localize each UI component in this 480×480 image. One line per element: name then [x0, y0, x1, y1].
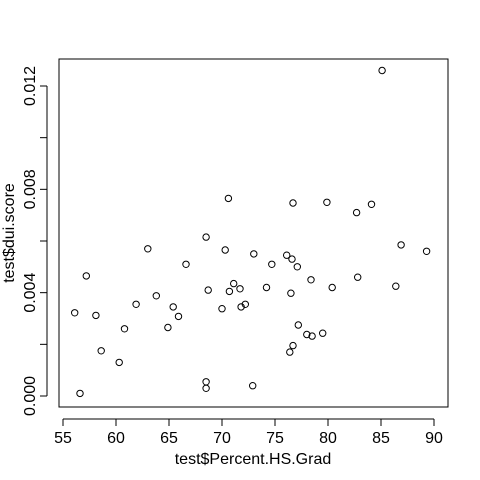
data-point — [97, 347, 105, 355]
data-point — [202, 378, 210, 386]
data-point — [303, 330, 311, 339]
data-point — [262, 283, 271, 292]
x-tick-label: 65 — [160, 430, 178, 447]
data-point — [132, 300, 140, 308]
data-point — [367, 200, 376, 209]
data-point — [354, 273, 362, 281]
data-point — [152, 292, 161, 300]
data-point — [76, 389, 84, 398]
y-tick-label: 0.008 — [22, 169, 39, 209]
x-tick-label: 55 — [54, 430, 72, 447]
data-point — [294, 321, 302, 329]
y-tick-label: 0.000 — [22, 376, 39, 416]
data-point — [202, 233, 210, 241]
data-point — [328, 283, 336, 292]
x-tick-label: 70 — [213, 430, 231, 447]
data-point — [92, 311, 100, 320]
data-point — [352, 208, 361, 217]
data-point — [283, 251, 291, 259]
x-tick-label: 85 — [372, 430, 390, 447]
data-point — [82, 272, 91, 280]
y-axis: 0.000 0.004 0.008 0.012 — [22, 66, 48, 416]
x-tick-label: 90 — [425, 430, 443, 447]
y-tick-label: 0.004 — [22, 273, 39, 313]
data-point — [287, 289, 295, 297]
x-tick-label: 60 — [107, 430, 125, 447]
data-point — [289, 341, 297, 350]
data-point — [230, 279, 238, 288]
data-point — [307, 276, 315, 284]
data-point — [182, 260, 190, 268]
y-axis-title: test$dui.score — [1, 183, 18, 283]
data-point — [286, 348, 294, 356]
data-point — [236, 285, 244, 293]
data-point — [225, 287, 234, 296]
data-point — [250, 250, 258, 258]
data-point — [397, 241, 405, 249]
x-axis-title: test$Percent.HS.Grad — [175, 451, 332, 468]
data-point — [164, 323, 172, 332]
data-point — [323, 198, 331, 207]
data-point — [218, 305, 226, 313]
data-point — [422, 247, 431, 256]
x-tick-label: 75 — [266, 430, 284, 447]
data-point — [288, 255, 296, 263]
data-point — [202, 384, 210, 392]
data-point — [144, 245, 152, 253]
x-axis: 55 60 65 70 75 80 85 90 — [54, 418, 443, 447]
data-point — [268, 260, 276, 268]
data-points — [71, 66, 431, 398]
data-point — [249, 382, 257, 390]
data-point — [115, 358, 123, 367]
data-point — [224, 194, 233, 203]
plot-box — [58, 58, 449, 408]
data-point — [71, 309, 79, 317]
plot-frame — [58, 58, 449, 408]
data-point — [237, 303, 245, 311]
data-point — [319, 329, 327, 337]
x-tick-label: 80 — [319, 430, 337, 447]
data-point — [174, 312, 183, 321]
data-point — [378, 66, 386, 75]
y-tick-label: 0.012 — [22, 66, 39, 106]
data-point — [221, 246, 229, 254]
data-point — [308, 332, 316, 340]
data-point — [392, 282, 400, 290]
data-point — [289, 199, 297, 207]
data-point — [204, 286, 212, 294]
data-point — [169, 303, 177, 311]
data-point — [293, 263, 301, 271]
data-point — [120, 325, 129, 333]
